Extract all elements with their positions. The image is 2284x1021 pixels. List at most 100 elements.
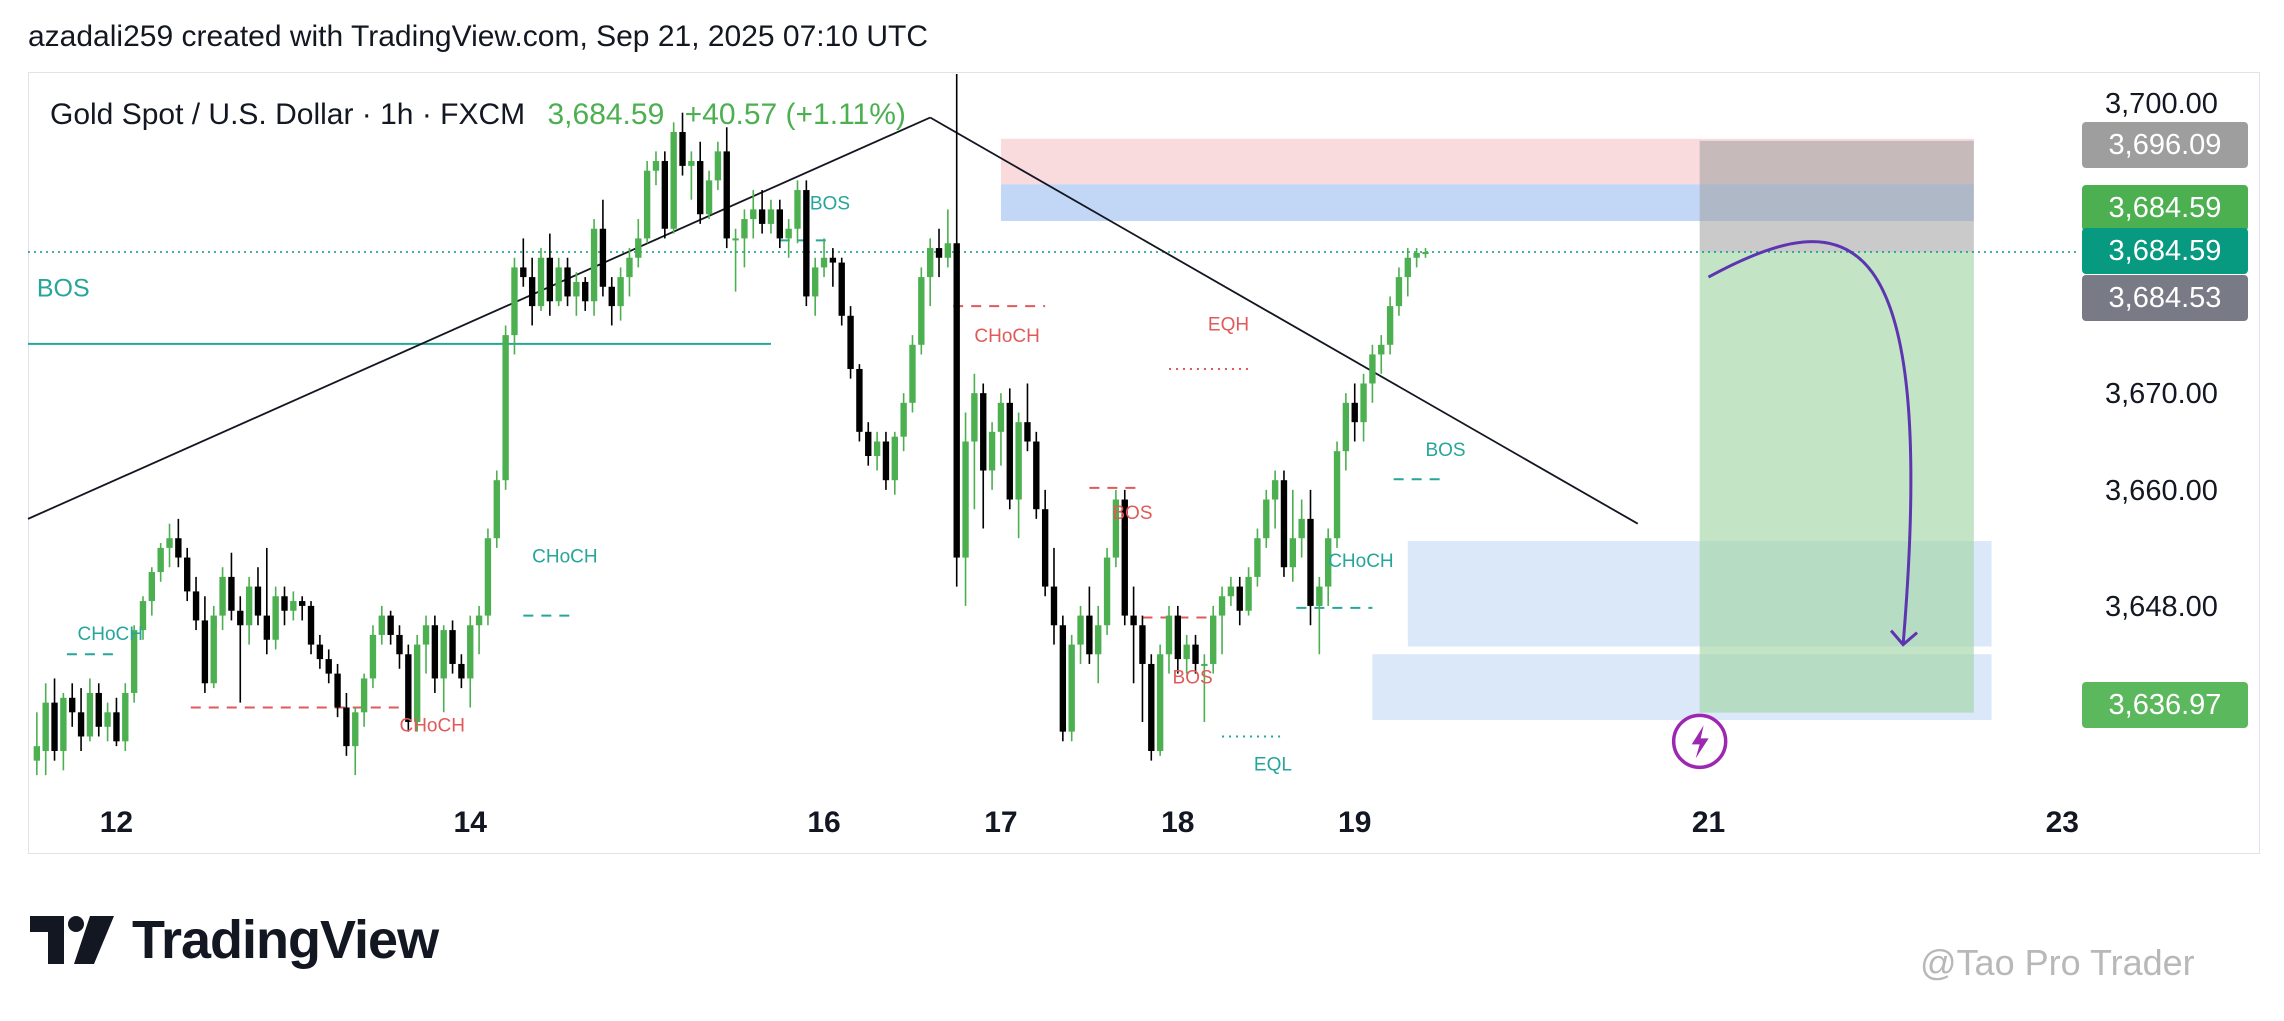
candle-body-11 (130, 630, 138, 693)
candle-body-25 (254, 586, 262, 616)
candle-body-61 (573, 281, 580, 297)
candle-body-153 (1386, 306, 1394, 345)
candle-body-3 (60, 697, 67, 751)
candle-body-121 (1103, 557, 1111, 626)
candle-body-95 (873, 441, 881, 457)
candle-body-138 (1254, 538, 1261, 577)
candle-body-6 (86, 692, 94, 737)
candle-body-42 (405, 654, 412, 722)
candle-body-7 (95, 692, 102, 727)
candle-body-79 (732, 238, 739, 241)
candle-body-81 (750, 209, 757, 220)
structure-label-6: EQH (1208, 314, 1249, 335)
candle-body-98 (900, 402, 907, 437)
structure-label-2: CHoCH (78, 624, 143, 645)
candle-body-12 (139, 601, 147, 631)
candle-body-117 (1068, 644, 1075, 732)
candle-body-137 (1245, 576, 1252, 611)
candle-body-102 (935, 248, 943, 258)
candle-body-84 (776, 209, 783, 239)
candle-body-115 (1050, 586, 1058, 626)
candle-body-146 (1325, 538, 1332, 587)
candle-body-144 (1307, 518, 1314, 606)
candle-body-114 (1041, 509, 1049, 587)
candle-body-56 (528, 277, 536, 307)
candle-body-134 (1218, 596, 1226, 616)
candle-body-93 (856, 368, 863, 432)
candle-body-92 (847, 315, 854, 369)
candle-body-31 (307, 605, 315, 645)
candle-body-15 (166, 538, 173, 548)
trendline-1 (929, 116, 1639, 525)
candle-body-40 (387, 615, 394, 635)
candle-body-106 (971, 393, 978, 442)
candle-body-110 (1006, 402, 1013, 500)
candle-body-39 (378, 615, 385, 635)
candle-body-14 (157, 547, 164, 573)
candle-body-130 (1183, 644, 1190, 660)
candle-body-41 (396, 634, 403, 655)
last-price: 3,684.59 (547, 98, 665, 131)
candle-body-52 (493, 480, 500, 539)
trendline-0 (27, 116, 931, 520)
candle-body-94 (865, 431, 872, 457)
candle-body-73 (679, 132, 686, 166)
tradingview-mark-icon (30, 916, 114, 964)
candle-body-107 (980, 393, 987, 471)
candle-body-67 (626, 257, 633, 278)
brand-name: TradingView (132, 910, 439, 970)
candle-body-124 (1130, 615, 1137, 626)
candle-body-85 (785, 228, 792, 239)
candle-body-8 (104, 712, 111, 727)
candle-body-71 (661, 161, 669, 229)
candle-body-75 (697, 161, 704, 215)
chart-caption: azadali259 created with TradingView.com,… (28, 20, 928, 53)
x-tick-7: 23 (2046, 806, 2079, 839)
candle-body-10 (122, 692, 129, 742)
candle-body-126 (1148, 663, 1155, 751)
candle-body-150 (1360, 383, 1367, 423)
candle-body-148 (1342, 402, 1350, 452)
candle-body-33 (325, 659, 332, 674)
projection-arrow-head (1889, 629, 1919, 647)
price-change: +40.57 (+1.11%) (684, 98, 906, 131)
structure-label-3: CHoCH (532, 546, 597, 567)
candle-body-123 (1121, 499, 1128, 616)
candle-body-49 (467, 625, 474, 679)
candle-body-26 (263, 615, 270, 640)
structure-label-1: BOS (810, 193, 850, 214)
position-target-zone (1699, 252, 1974, 713)
candle-body-45 (431, 625, 439, 679)
candle-body-72 (670, 132, 677, 229)
position-stop-zone (1699, 140, 1974, 253)
y-tick-2: 3,660.00 (2105, 475, 2218, 507)
candle-body-53 (502, 335, 509, 481)
candle-body-0 (33, 746, 41, 761)
candle-body-103 (944, 243, 952, 258)
candle-body-60 (564, 267, 571, 297)
candle-body-80 (741, 219, 748, 239)
candle-body-151 (1369, 354, 1376, 384)
candle-body-120 (1095, 625, 1102, 655)
x-tick-3: 17 (984, 806, 1017, 839)
candle-body-83 (767, 209, 775, 224)
candle-body-46 (440, 630, 447, 679)
price-label-4: 3,636.97 (2082, 682, 2248, 728)
candle-body-82 (758, 209, 766, 224)
structure-label-8: BOS (1173, 667, 1213, 688)
candle-body-51 (484, 538, 492, 616)
candle-body-143 (1298, 518, 1305, 539)
candle-body-66 (617, 277, 624, 307)
candle-body-122 (1112, 499, 1120, 558)
candle-body-142 (1289, 538, 1296, 568)
candle-body-136 (1236, 586, 1243, 611)
candle-body-22 (228, 576, 235, 611)
candle-body-128 (1165, 615, 1173, 655)
candle-body-100 (918, 277, 925, 345)
symbol-title[interactable]: Gold Spot / U.S. Dollar · 1h · FXCM (50, 98, 526, 131)
candle-body-113 (1033, 441, 1040, 510)
candle-body-74 (688, 161, 695, 166)
candle-body-111 (1015, 422, 1022, 500)
candle-body-28 (281, 596, 288, 611)
